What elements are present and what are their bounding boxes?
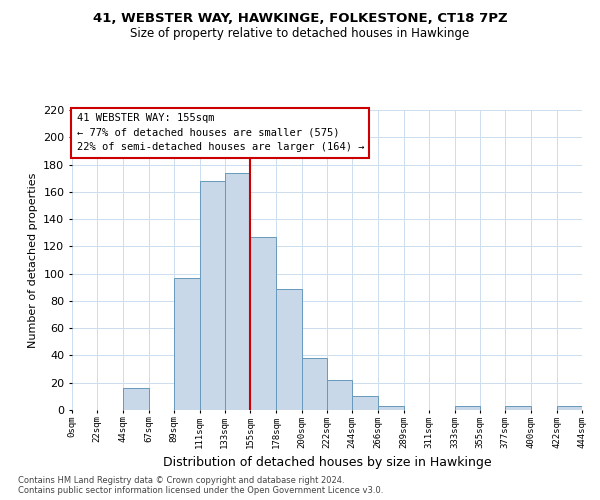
Bar bbox=[557, 406, 582, 410]
Bar bbox=[302, 358, 327, 410]
Text: 41 WEBSTER WAY: 155sqm
← 77% of detached houses are smaller (575)
22% of semi-de: 41 WEBSTER WAY: 155sqm ← 77% of detached… bbox=[77, 112, 364, 152]
Text: Contains public sector information licensed under the Open Government Licence v3: Contains public sector information licen… bbox=[18, 486, 383, 495]
Bar bbox=[250, 237, 277, 410]
Text: Size of property relative to detached houses in Hawkinge: Size of property relative to detached ho… bbox=[130, 28, 470, 40]
Bar bbox=[277, 288, 302, 410]
Text: 41, WEBSTER WAY, HAWKINGE, FOLKESTONE, CT18 7PZ: 41, WEBSTER WAY, HAWKINGE, FOLKESTONE, C… bbox=[92, 12, 508, 26]
Bar bbox=[377, 406, 404, 410]
Bar bbox=[225, 172, 250, 410]
X-axis label: Distribution of detached houses by size in Hawkinge: Distribution of detached houses by size … bbox=[163, 456, 491, 469]
Bar bbox=[352, 396, 377, 410]
Bar bbox=[505, 406, 532, 410]
Bar bbox=[122, 388, 149, 410]
Bar bbox=[455, 406, 480, 410]
Text: Contains HM Land Registry data © Crown copyright and database right 2024.: Contains HM Land Registry data © Crown c… bbox=[18, 476, 344, 485]
Y-axis label: Number of detached properties: Number of detached properties bbox=[28, 172, 38, 348]
Bar bbox=[199, 181, 225, 410]
Bar bbox=[327, 380, 352, 410]
Bar bbox=[174, 278, 199, 410]
